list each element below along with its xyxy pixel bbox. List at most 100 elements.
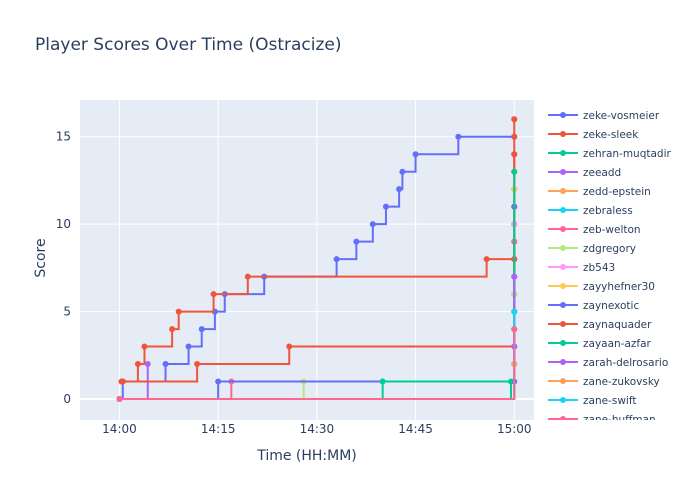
legend[interactable]: zeke-vosmeier zeke-sleek zehran-muqtadir ze… bbox=[548, 110, 672, 426]
legend-label: zehran-muqtadir bbox=[583, 148, 672, 160]
data-point[interactable] bbox=[162, 361, 169, 368]
legend-label: zaynaquader bbox=[583, 319, 652, 331]
legend-swatch-marker bbox=[560, 169, 566, 175]
legend-label: zayaan-azfar bbox=[583, 338, 652, 350]
legend-label: zdgregory bbox=[583, 243, 636, 255]
legend-label: zane-zukovsky bbox=[583, 376, 660, 388]
series-zane-huffman[interactable] bbox=[116, 326, 518, 403]
data-point[interactable] bbox=[244, 273, 251, 280]
legend-swatch-marker bbox=[560, 245, 566, 251]
legend-label: zayyhefner30 bbox=[583, 281, 655, 293]
legend-item[interactable]: zayaan-azfar bbox=[548, 338, 652, 350]
legend-item[interactable]: zeke-sleek bbox=[548, 129, 639, 141]
legend-swatch-marker bbox=[560, 321, 566, 327]
data-point[interactable] bbox=[511, 116, 518, 123]
data-point[interactable] bbox=[353, 238, 360, 245]
y-tick-label: 15 bbox=[56, 130, 71, 144]
data-point[interactable] bbox=[116, 396, 123, 403]
legend-item[interactable]: zeeadd bbox=[548, 167, 621, 179]
x-tick-label: 14:45 bbox=[398, 422, 433, 436]
legend-item[interactable]: zarah-delrosario bbox=[548, 357, 668, 369]
legend-label: zeke-vosmeier bbox=[583, 110, 660, 122]
data-point[interactable] bbox=[119, 378, 126, 385]
legend-item[interactable]: zane-swift bbox=[548, 395, 636, 407]
legend-swatch-marker bbox=[560, 397, 566, 403]
legend-label: zeeadd bbox=[583, 167, 621, 179]
series-line bbox=[119, 329, 516, 401]
legend-label: zane-swift bbox=[583, 395, 636, 407]
data-point[interactable] bbox=[511, 168, 518, 175]
legend-item[interactable]: zedd-epstein bbox=[548, 186, 651, 198]
y-tick-label: 5 bbox=[63, 305, 71, 319]
data-point[interactable] bbox=[379, 378, 386, 385]
legend-item[interactable]: zane-zukovsky bbox=[548, 376, 660, 388]
legend-item[interactable]: zeke-vosmeier bbox=[548, 110, 660, 122]
legend-swatch-marker bbox=[560, 207, 566, 213]
legend-item[interactable]: zeb-welton bbox=[548, 224, 641, 236]
legend-label: zb543 bbox=[583, 262, 615, 274]
data-point[interactable] bbox=[198, 326, 205, 333]
legend-swatch-marker bbox=[560, 283, 566, 289]
data-point[interactable] bbox=[511, 133, 518, 140]
data-point[interactable] bbox=[286, 343, 293, 350]
legend-label: zebraless bbox=[583, 205, 633, 217]
legend-label: zeke-sleek bbox=[583, 129, 639, 141]
legend-item[interactable]: zaynexotic bbox=[548, 300, 639, 312]
data-point[interactable] bbox=[369, 221, 376, 228]
legend-item[interactable]: zehran-muqtadir bbox=[548, 148, 672, 160]
legend-item[interactable]: zb543 bbox=[548, 262, 615, 274]
legend-label: zane-huffman bbox=[583, 414, 656, 426]
y-axis-ticks: 0 5 10 15 bbox=[56, 130, 71, 406]
legend-item[interactable]: zebraless bbox=[548, 205, 633, 217]
y-tick-label: 0 bbox=[63, 392, 71, 406]
legend-swatch-marker bbox=[560, 188, 566, 194]
data-point[interactable] bbox=[396, 186, 403, 193]
x-tick-label: 14:15 bbox=[201, 422, 236, 436]
data-point[interactable] bbox=[134, 361, 141, 368]
data-point[interactable] bbox=[511, 308, 518, 315]
x-tick-label: 15:00 bbox=[497, 422, 532, 436]
x-tick-label: 14:30 bbox=[300, 422, 335, 436]
legend-swatch-marker bbox=[560, 302, 566, 308]
data-point[interactable] bbox=[194, 361, 201, 368]
data-point[interactable] bbox=[210, 291, 217, 298]
legend-swatch-marker bbox=[560, 340, 566, 346]
chart-title: Player Scores Over Time (Ostracize) bbox=[35, 35, 342, 55]
data-point[interactable] bbox=[483, 256, 490, 263]
x-axis-ticks: 14:00 14:15 14:30 14:45 15:00 bbox=[102, 422, 531, 436]
legend-label: zaynexotic bbox=[583, 300, 639, 312]
data-point[interactable] bbox=[141, 343, 148, 350]
data-point[interactable] bbox=[175, 308, 182, 315]
data-point[interactable] bbox=[333, 256, 340, 263]
legend-swatch-marker bbox=[560, 226, 566, 232]
y-tick-label: 10 bbox=[56, 217, 71, 231]
data-point[interactable] bbox=[511, 273, 518, 280]
legend-swatch-marker bbox=[560, 359, 566, 365]
legend-item[interactable]: zane-huffman bbox=[548, 414, 656, 426]
data-point[interactable] bbox=[215, 378, 222, 385]
data-point[interactable] bbox=[382, 203, 389, 210]
legend-item[interactable]: zdgregory bbox=[548, 243, 636, 255]
legend-swatch-marker bbox=[560, 416, 566, 420]
data-point[interactable] bbox=[455, 133, 462, 140]
data-point[interactable] bbox=[412, 151, 419, 158]
data-point[interactable] bbox=[511, 151, 518, 158]
legend-item[interactable]: zaynaquader bbox=[548, 319, 652, 331]
legend-swatch-marker bbox=[560, 131, 566, 137]
data-point[interactable] bbox=[144, 361, 151, 368]
legend-item[interactable]: zayyhefner30 bbox=[548, 281, 655, 293]
y-axis-title: Score bbox=[33, 238, 49, 277]
series-layer bbox=[116, 116, 518, 403]
x-axis-title: Time (HH:MM) bbox=[256, 448, 357, 464]
x-tick-label: 14:00 bbox=[102, 422, 137, 436]
data-point[interactable] bbox=[169, 326, 176, 333]
legend-swatch-marker bbox=[560, 264, 566, 270]
legend-swatch-marker bbox=[560, 112, 566, 118]
data-point[interactable] bbox=[185, 343, 192, 350]
legend-label: zarah-delrosario bbox=[583, 357, 668, 369]
legend-label: zedd-epstein bbox=[583, 186, 651, 198]
legend-swatch-marker bbox=[560, 150, 566, 156]
data-point[interactable] bbox=[399, 168, 406, 175]
data-point[interactable] bbox=[511, 326, 518, 333]
